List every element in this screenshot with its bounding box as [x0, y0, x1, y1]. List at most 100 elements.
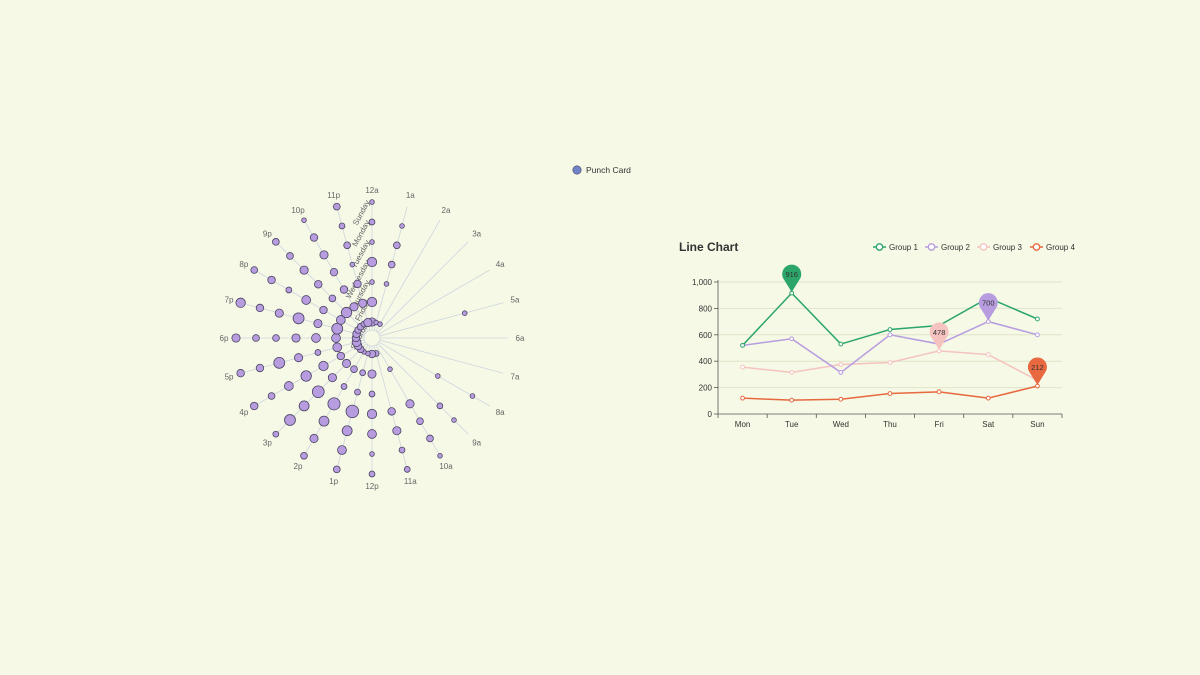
punch-card-point[interactable] [387, 407, 396, 416]
punch-card-point[interactable] [435, 373, 441, 379]
punch-card-point[interactable] [333, 202, 341, 211]
punch-card-point[interactable] [301, 295, 312, 305]
punch-card-point[interactable] [255, 363, 265, 373]
series-point[interactable] [838, 341, 844, 347]
punch-card-point[interactable] [250, 401, 259, 411]
series-point[interactable] [789, 370, 795, 375]
punch-card-point[interactable] [437, 453, 443, 459]
punch-card-point[interactable] [294, 353, 304, 363]
punch-card-point[interactable] [426, 434, 434, 443]
punch-card-point[interactable] [298, 400, 310, 412]
punch-card-point[interactable] [314, 280, 323, 289]
punch-card-point[interactable] [366, 256, 378, 268]
punch-card-point[interactable] [272, 430, 280, 438]
punch-card-point[interactable] [383, 281, 390, 287]
punch-card-point[interactable] [331, 333, 341, 343]
punch-card-point[interactable] [366, 296, 378, 308]
punch-card-point[interactable] [300, 370, 312, 382]
series-point[interactable] [838, 370, 844, 375]
punch-card-point[interactable] [416, 417, 424, 425]
punch-card-point[interactable] [358, 298, 368, 308]
punch-card-point[interactable] [309, 433, 319, 443]
punch-card-point[interactable] [318, 415, 330, 427]
punch-card-point[interactable] [399, 223, 405, 229]
punch-card-point[interactable] [461, 310, 468, 316]
series-line-group-3[interactable] [742, 350, 1038, 382]
punch-card-point[interactable] [267, 275, 276, 285]
punch-card-point[interactable] [272, 334, 280, 342]
punch-card-point[interactable] [403, 466, 411, 473]
punch-card-point[interactable] [368, 470, 376, 478]
punch-card-point[interactable] [340, 383, 348, 390]
punch-card-point[interactable] [331, 322, 344, 335]
series-point[interactable] [740, 364, 745, 370]
punch-card-point[interactable] [252, 334, 260, 342]
punch-card-point[interactable] [337, 445, 347, 455]
punch-card-point[interactable] [301, 217, 307, 223]
punch-card-point[interactable] [327, 397, 341, 411]
punch-card-point[interactable] [318, 360, 329, 372]
punch-card-point[interactable] [340, 306, 353, 319]
series-point[interactable] [887, 327, 893, 332]
punch-card-point[interactable] [311, 333, 321, 343]
punch-card-point[interactable] [368, 390, 376, 398]
punch-card-point[interactable] [342, 358, 352, 368]
punch-card-point[interactable] [392, 426, 402, 436]
punch-card-point[interactable] [369, 239, 375, 245]
line-legend-item-group-2[interactable]: Group 2 [925, 243, 970, 252]
line-legend-item-group-4[interactable]: Group 4 [1030, 243, 1075, 252]
punch-card-point[interactable] [292, 312, 305, 325]
series-point[interactable] [985, 352, 991, 358]
punch-card-point[interactable] [250, 266, 259, 274]
series-point[interactable] [985, 395, 991, 401]
punch-card-point[interactable] [235, 297, 246, 308]
punch-card-point[interactable] [451, 417, 457, 423]
punch-card-point[interactable] [313, 318, 323, 329]
series-point[interactable] [1035, 316, 1040, 322]
punch-card-point[interactable] [368, 218, 376, 226]
line-legend-item-group-1[interactable]: Group 1 [873, 243, 918, 252]
series-point[interactable] [740, 395, 745, 401]
punch-card-point[interactable] [387, 260, 396, 269]
punch-card-point[interactable] [349, 261, 356, 268]
punch-card-point[interactable] [341, 425, 353, 437]
punch-card-point[interactable] [273, 356, 286, 369]
punch-card-point[interactable] [345, 404, 360, 419]
punch-card-point[interactable] [343, 241, 351, 250]
series-point[interactable] [789, 336, 795, 342]
punch-card-point[interactable] [333, 465, 341, 474]
punch-card-point[interactable] [359, 369, 367, 377]
punch-card-point[interactable] [353, 279, 362, 289]
punch-card-legend[interactable]: Punch Card [572, 165, 631, 175]
punch-card-point[interactable] [236, 369, 245, 378]
punch-card-point[interactable] [284, 414, 296, 426]
punch-card-point[interactable] [319, 305, 328, 315]
series-point[interactable] [838, 362, 844, 367]
punch-card-point[interactable] [272, 238, 280, 246]
series-point[interactable] [789, 397, 795, 403]
punch-card-point[interactable] [335, 315, 346, 325]
punch-card-point[interactable] [469, 393, 476, 399]
punch-card-point[interactable] [369, 279, 375, 285]
punch-card-point[interactable] [366, 408, 378, 420]
punch-card-point[interactable] [299, 265, 309, 275]
series-point[interactable] [1035, 332, 1040, 338]
punch-card-point[interactable] [300, 451, 308, 460]
punch-card-point[interactable] [267, 392, 276, 400]
punch-card-point[interactable] [314, 349, 322, 356]
series-point[interactable] [887, 391, 893, 396]
punch-card-point[interactable] [436, 402, 444, 410]
line-chart-legend[interactable]: Group 1 Group 2 Group 3 Group 4 [873, 243, 1075, 252]
punch-card-point[interactable] [332, 342, 343, 353]
punch-card-point[interactable] [329, 267, 339, 277]
punch-card-point[interactable] [274, 308, 284, 318]
punch-card-point[interactable] [350, 365, 358, 373]
punch-card-point[interactable] [369, 199, 375, 205]
punch-card-point[interactable] [377, 321, 383, 327]
series-point[interactable] [740, 342, 745, 348]
punch-card-point[interactable] [405, 399, 415, 409]
punch-card-point[interactable] [363, 318, 373, 328]
series-point[interactable] [936, 389, 942, 395]
punch-card-point[interactable] [339, 285, 349, 294]
punch-card-point[interactable] [387, 366, 393, 372]
